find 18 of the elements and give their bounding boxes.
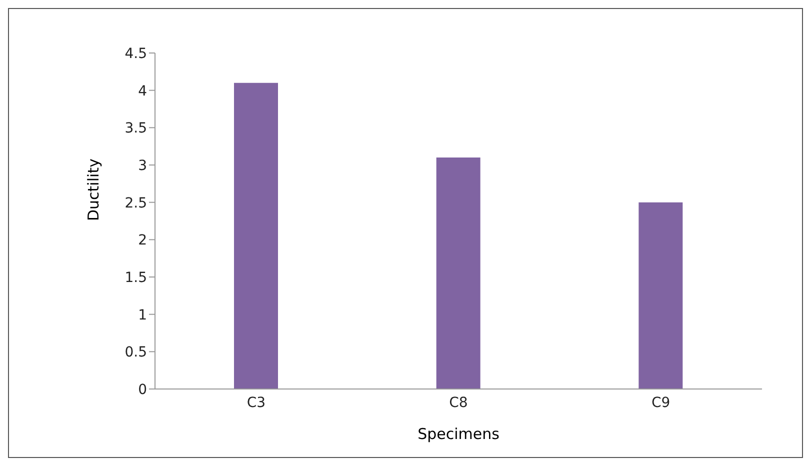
y-tick-label: 1 (138, 307, 147, 324)
y-tick-label: 0 (138, 382, 147, 398)
x-axis-title: Specimens (418, 425, 500, 443)
y-axis-title: Ductility (84, 158, 102, 221)
y-tick-label: 0.5 (124, 344, 147, 361)
bar (436, 158, 480, 389)
bar (638, 202, 683, 389)
y-tick-label: 2 (138, 232, 147, 249)
y-tick-label: 4 (138, 83, 148, 100)
y-tick-label: 1.5 (124, 270, 147, 286)
bar (234, 82, 278, 389)
y-tick-label: 4.5 (124, 46, 147, 62)
y-tick-label: 2.5 (124, 195, 147, 212)
x-tick-label: C3 (246, 394, 266, 411)
x-tick-label: C8 (449, 394, 468, 411)
x-tick-label: C9 (651, 394, 670, 411)
y-tick-label: 3.5 (124, 120, 147, 137)
y-tick-label: 3 (138, 158, 147, 174)
